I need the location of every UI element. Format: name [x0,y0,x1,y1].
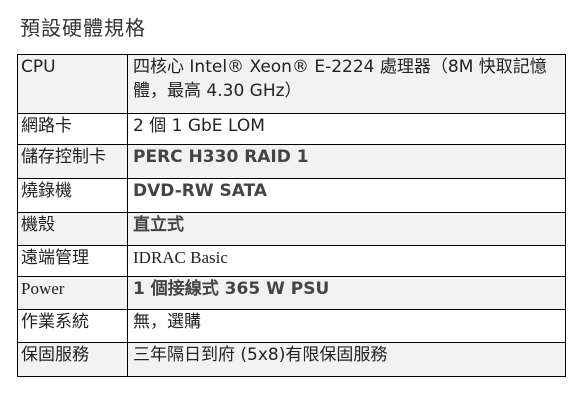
spec-label: 機殼 [17,212,128,246]
spec-label: 燒錄機 [17,178,128,213]
table-row-chassis: 機殼 直立式 [17,212,566,246]
spec-value: 1 個接線式 365 W PSU [127,276,566,310]
table-row-remote-management: 遠端管理 IDRAC Basic [17,245,566,277]
spec-label: CPU [17,54,128,114]
table-row-storage-controller: 儲存控制卡 PERC H330 RAID 1 [17,144,566,179]
spec-value: IDRAC Basic [127,245,566,277]
spec-value: 四核心 Intel® Xeon® E-2224 處理器（8M 快取記憶體，最高 … [127,54,566,114]
spec-value: 三年隔日到府 (5x8)有限保固服務 [127,342,566,377]
spec-value: 2 個 1 GbE LOM [127,113,566,145]
spec-label: 作業系統 [17,309,128,343]
spec-label: 儲存控制卡 [17,144,128,179]
table-row-network: 網路卡 2 個 1 GbE LOM [17,113,566,145]
spec-value: 無，選購 [127,309,566,343]
spec-label: 遠端管理 [17,245,128,277]
spec-label: Power [17,276,128,310]
spec-value: 直立式 [127,212,566,246]
spec-table: CPU 四核心 Intel® Xeon® E-2224 處理器（8M 快取記憶體… [17,54,566,377]
spec-label: 保固服務 [17,342,128,377]
table-row-optical-drive: 燒錄機 DVD-RW SATA [17,178,566,213]
table-row-cpu: CPU 四核心 Intel® Xeon® E-2224 處理器（8M 快取記憶體… [17,54,566,114]
spec-value: DVD-RW SATA [127,178,566,213]
spec-value: PERC H330 RAID 1 [127,144,566,179]
spec-label: 網路卡 [17,113,128,145]
table-row-os: 作業系統 無，選購 [17,309,566,343]
table-row-warranty: 保固服務 三年隔日到府 (5x8)有限保固服務 [17,342,566,377]
page-title: 預設硬體規格 [20,16,146,40]
table-row-power: Power 1 個接線式 365 W PSU [17,276,566,310]
